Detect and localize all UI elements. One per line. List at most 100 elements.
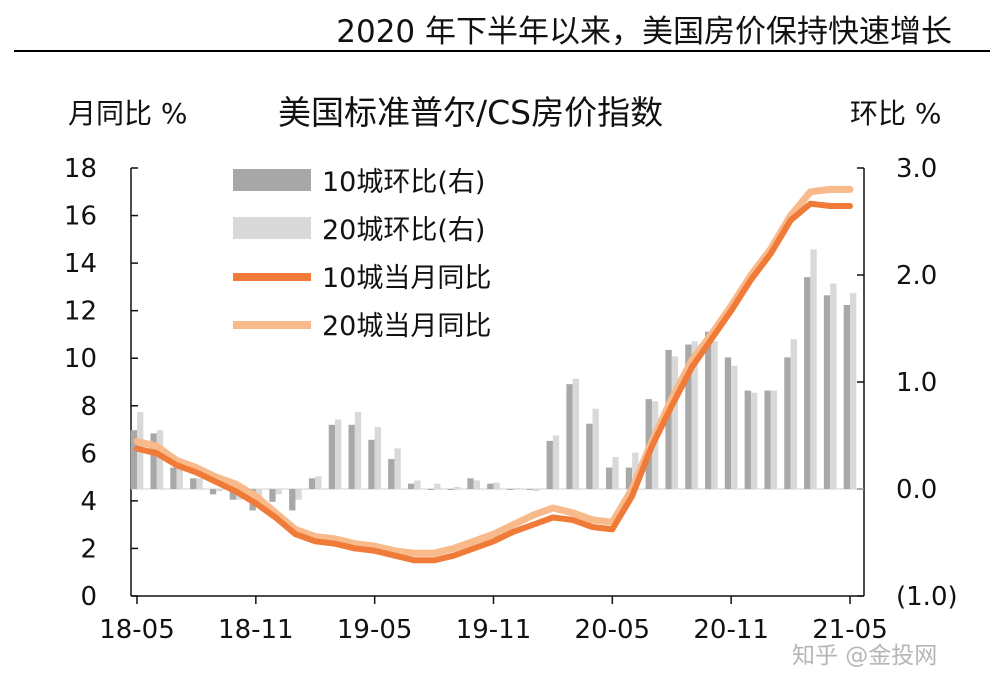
bar-10-city-mom: [368, 439, 375, 489]
bar-20-city-mom: [533, 489, 540, 492]
bar-20-city-mom: [493, 482, 500, 489]
left-tick-label: 4: [80, 487, 97, 517]
bar-20-city-mom: [671, 356, 679, 489]
bar-20-city-mom: [176, 465, 183, 489]
bar-10-city-mom: [289, 489, 296, 511]
bar-20-city-mom: [473, 480, 481, 489]
bar-10-city-mom: [269, 489, 276, 502]
bar-10-city-mom: [546, 440, 553, 489]
bar-10-city-mom: [487, 483, 494, 489]
bar-20-city-mom: [513, 487, 520, 489]
bar-10-city-mom: [586, 423, 593, 489]
headline-rule: [14, 50, 990, 52]
bar-20-city-mom: [394, 448, 401, 489]
bar-10-city-mom: [823, 295, 831, 489]
watermark-text: 知乎 @金投网: [792, 643, 938, 669]
bar-20-city-mom: [216, 489, 223, 492]
bar-10-city-mom: [764, 390, 771, 489]
bar-10-city-mom: [506, 489, 514, 490]
left-tick-label: 14: [64, 249, 97, 279]
chart-legend: 10城环比(右) 20城环比(右) 10城当月同比 20城当月同比: [233, 167, 491, 342]
bar-10-city-mom: [605, 467, 613, 489]
bar-20-city-mom: [434, 483, 441, 489]
bar-20-city-mom: [790, 339, 797, 489]
right-tick-label: 3.0: [896, 154, 937, 184]
left-tick-label: 8: [80, 392, 97, 422]
bar-10-city-mom: [308, 478, 316, 489]
legend-swatch-bar: [233, 169, 311, 191]
bar-10-city-mom: [348, 424, 355, 489]
bar-20-city-mom: [711, 341, 718, 489]
chart-title: 美国标准普尔/CS房价指数: [278, 93, 664, 132]
bar-10-city-mom: [170, 467, 177, 489]
bar-10-city-mom: [130, 430, 137, 489]
bar-10-city-mom: [566, 384, 573, 489]
x-tick-label: 19-11: [456, 615, 532, 645]
x-tick-label: 21-05: [812, 615, 888, 645]
legend-label: 20城环比(右): [322, 215, 485, 246]
bar-20-city-mom: [453, 486, 461, 489]
bar-10-city-mom: [843, 304, 850, 489]
left-tick-label: 12: [64, 297, 97, 327]
bar-10-city-mom: [229, 489, 237, 500]
right-axis-title: 环比 %: [850, 97, 942, 130]
bar-20-city-mom: [552, 435, 560, 489]
page-headline: 2020 年下半年以来，美国房价保持快速增长: [336, 14, 952, 50]
bar-10-city-mom: [388, 459, 395, 489]
bar-20-city-mom: [592, 408, 599, 489]
bar-10-city-mom: [784, 357, 791, 489]
bar-20-city-mom: [830, 283, 837, 489]
bar-10-city-mom: [447, 489, 454, 490]
bar-10-city-mom: [526, 489, 534, 490]
x-tick-label: 18-05: [99, 615, 175, 645]
bar-20-city-mom: [414, 480, 421, 489]
left-tick-label: 2: [80, 534, 97, 564]
bar-20-city-mom: [156, 430, 164, 489]
right-tick-label: 1.0: [896, 368, 937, 398]
right-tick-label: (1.0): [896, 582, 958, 612]
left-tick-label: 6: [80, 439, 97, 469]
bar-20-city-mom: [354, 411, 362, 489]
legend-label: 20城当月同比: [322, 311, 491, 342]
bar-20-city-mom: [850, 293, 857, 489]
bar-20-city-mom: [731, 365, 738, 489]
bar-10-city-mom: [407, 483, 415, 489]
bar-10-city-mom: [150, 433, 157, 489]
bar-20-city-mom: [750, 392, 758, 489]
bar-10-city-mom: [328, 424, 336, 489]
bar-10-city-mom: [724, 357, 732, 489]
left-axis-title: 月同比 %: [68, 97, 188, 130]
right-tick-label: 0.0: [896, 475, 937, 505]
bar-20-city-mom: [196, 478, 203, 489]
bar-10-city-mom: [744, 390, 751, 489]
bar-20-city-mom: [275, 489, 282, 495]
x-tick-label: 18-11: [218, 615, 294, 645]
right-tick-label: 2.0: [896, 261, 937, 291]
x-tick-label: 20-11: [693, 615, 769, 645]
bar-10-city-mom: [427, 489, 435, 490]
left-tick-label: 18: [64, 154, 97, 184]
x-tick-label: 19-05: [337, 615, 413, 645]
bar-20-city-mom: [810, 249, 817, 489]
left-tick-label: 0: [80, 582, 97, 612]
bar-10-city-mom: [625, 467, 633, 489]
bar-20-city-mom: [295, 489, 302, 500]
bar-20-city-mom: [315, 476, 322, 489]
bar-10-city-mom: [685, 344, 692, 489]
left-tick-label: 10: [64, 344, 97, 374]
bar-20-city-mom: [632, 452, 639, 489]
bar-10-city-mom: [209, 489, 217, 495]
bar-20-city-mom: [612, 456, 619, 489]
legend-label: 10城环比(右): [322, 167, 485, 198]
bar-20-city-mom: [572, 378, 580, 489]
bar-10-city-mom: [804, 277, 811, 489]
bar-20-city-mom: [374, 426, 382, 489]
legend-swatch-bar: [233, 217, 311, 239]
x-tick-label: 20-05: [575, 615, 651, 645]
bar-10-city-mom: [665, 349, 672, 489]
bar-10-city-mom: [467, 478, 474, 489]
bar-10-city-mom: [705, 331, 712, 489]
bar-10-city-mom: [190, 478, 197, 489]
legend-label: 10城当月同比: [322, 263, 491, 294]
